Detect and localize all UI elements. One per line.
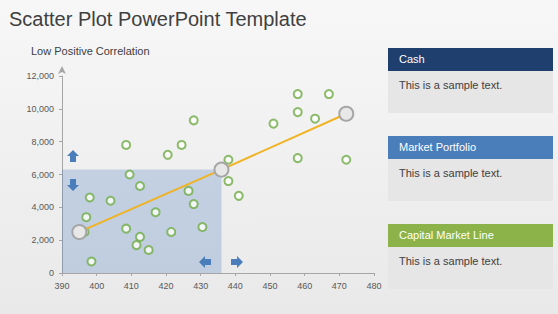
html-text:Low Positive Correlation: Low Positive Correlation: [31, 45, 150, 57]
svg-text:460: 460: [297, 281, 312, 291]
svg-text:12,000: 12,000: [26, 71, 54, 81]
svg-text:4,000: 4,000: [31, 202, 54, 212]
html-text:This is a sample text.: This is a sample text.: [399, 79, 503, 91]
svg-text:470: 470: [332, 281, 347, 291]
html-text:Cash: Cash: [399, 53, 425, 65]
html-text:This is a sample text.: This is a sample text.: [399, 255, 503, 267]
svg-text:2,000: 2,000: [31, 235, 54, 245]
html-text:Scatter Plot PowerPoint Templa: Scatter Plot PowerPoint Template: [9, 8, 307, 30]
svg-text:410: 410: [124, 281, 139, 291]
svg-text:440: 440: [228, 281, 243, 291]
svg-text:6,000: 6,000: [31, 170, 54, 180]
svg-text:8,000: 8,000: [31, 137, 54, 147]
html-text:Capital Market Line: Capital Market Line: [399, 229, 494, 241]
html-text:This is a sample text.: This is a sample text.: [399, 167, 503, 179]
svg-text:480: 480: [366, 281, 381, 291]
svg-text:400: 400: [89, 281, 104, 291]
svg-text:0: 0: [49, 268, 54, 278]
svg-text:420: 420: [158, 281, 173, 291]
svg-text:430: 430: [193, 281, 208, 291]
svg-text:390: 390: [54, 281, 69, 291]
svg-text:10,000: 10,000: [26, 104, 54, 114]
svg-text:450: 450: [262, 281, 277, 291]
html-text:Market Portfolio: Market Portfolio: [399, 141, 476, 153]
